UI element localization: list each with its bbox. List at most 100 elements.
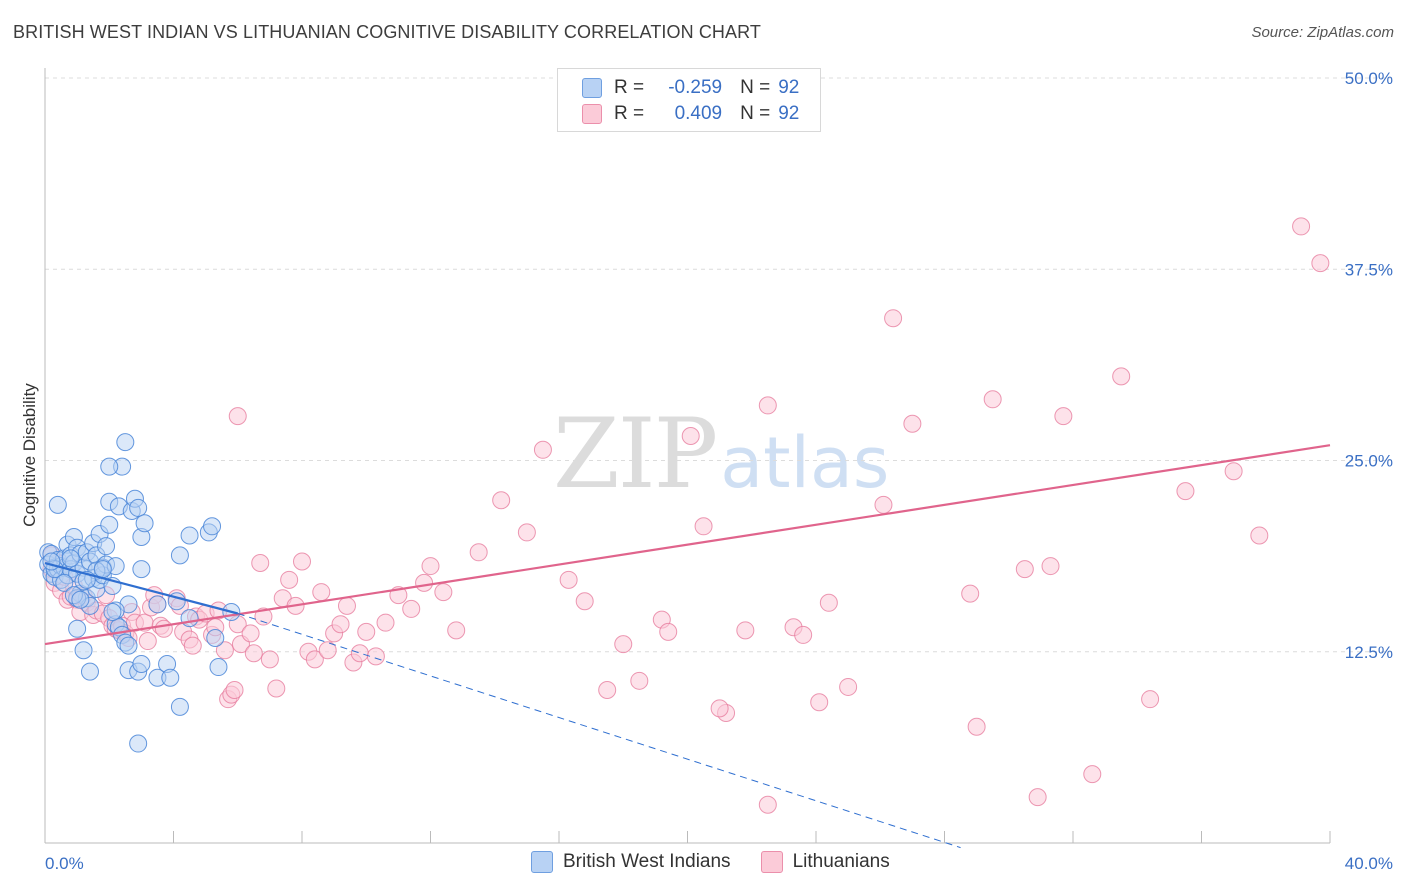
lithuanians-point: [415, 573, 434, 592]
y-axis-title: Cognitive Disability: [20, 383, 39, 527]
lithuanians-point: [154, 619, 173, 638]
lithuanians-point: [1054, 407, 1073, 426]
lithuanians-point: [794, 625, 813, 644]
y-tick-label: 12.5%: [1345, 643, 1393, 662]
lithuanians-point: [241, 624, 260, 643]
british-west-indians-point: [68, 619, 87, 638]
british-west-indians-point: [129, 498, 148, 517]
lithuanians-point: [331, 615, 350, 634]
lithuanians-trend-line: [44, 444, 1331, 646]
lithuanians-point: [402, 599, 421, 618]
y-tick-label: 37.5%: [1345, 260, 1393, 279]
y-tick-labels: 12.5% 25.0% 37.5% 50.0%: [1345, 69, 1393, 662]
lithuanians-point: [839, 677, 858, 696]
series-legend: British West Indians Lithuanians: [531, 851, 920, 873]
lithuanians-point: [614, 635, 633, 654]
lithuanians-point: [244, 644, 263, 663]
x-ticks: 0.0% 40.0%: [45, 831, 1393, 873]
british-west-indians-point: [97, 537, 116, 556]
british-west-indians-point: [180, 526, 199, 545]
watermark-atlas: atlas: [720, 422, 890, 504]
lithuanians-point: [357, 622, 376, 641]
lithuanians-point: [469, 543, 488, 562]
british-west-indians-point: [74, 641, 93, 660]
legend-row-lithuanians: R = 0.409 N = 92: [582, 101, 799, 127]
british-west-indians-point: [132, 654, 151, 673]
legend-row-british-west-indians: R = -0.259 N = 92: [582, 75, 799, 101]
lithuanians-point: [337, 596, 356, 615]
lithuanians-point: [421, 557, 440, 576]
british-west-indians-points: [39, 433, 241, 753]
lithuanians-point: [874, 495, 893, 514]
british-west-indians-point: [100, 515, 119, 534]
lithuanians-point: [1292, 217, 1311, 236]
british-west-indians-point: [55, 573, 74, 592]
lithuanians-point: [1028, 788, 1047, 807]
british-west-indians-point: [148, 595, 167, 614]
blue-swatch: [531, 851, 553, 873]
n-value: 92: [778, 103, 800, 124]
lithuanians-point: [1112, 367, 1131, 386]
gridlines: [45, 77, 1392, 653]
lithuanians-point: [810, 693, 829, 712]
lithuanians-point: [492, 491, 511, 510]
watermark-zip: ZIP: [553, 398, 718, 510]
lithuanians-point: [1083, 765, 1102, 784]
lithuanians-point: [1041, 557, 1060, 576]
axes: [44, 68, 1330, 844]
british-west-indians-point: [129, 734, 148, 753]
lithuanians-point: [884, 309, 903, 328]
lithuanians-point: [659, 622, 678, 641]
lithuanians-point: [293, 552, 311, 571]
r-label: R =: [614, 103, 645, 124]
british-west-indians-point: [132, 560, 151, 579]
lithuanians-point: [967, 717, 986, 736]
r-label: R =: [614, 77, 645, 98]
lithuanians-point: [517, 523, 536, 542]
legend-item-british-west-indians[interactable]: British West Indians: [531, 851, 731, 873]
blue-swatch: [582, 78, 602, 98]
lithuanians-point: [559, 570, 578, 589]
british-west-indians-point: [116, 433, 135, 452]
lithuanians-point: [376, 613, 395, 632]
legend-label: British West Indians: [563, 851, 731, 872]
lithuanians-point: [1224, 462, 1243, 481]
lithuanians-point: [318, 641, 337, 660]
legend-label: Lithuanians: [792, 851, 890, 872]
n-value: 92: [778, 77, 800, 98]
british-west-indians-point: [80, 662, 99, 681]
british-west-indians-point: [93, 560, 112, 579]
lithuanians-point: [1176, 482, 1195, 501]
lithuanians-point: [1311, 254, 1330, 273]
lithuanians-point: [710, 699, 729, 718]
lithuanians-point: [350, 644, 369, 663]
legend-item-lithuanians[interactable]: Lithuanians: [760, 851, 890, 873]
chart-title: BRITISH WEST INDIAN VS LITHUANIAN COGNIT…: [13, 22, 761, 42]
british-west-indians-point: [48, 495, 67, 514]
lithuanians-point: [183, 636, 202, 655]
lithuanians-point: [575, 592, 594, 611]
british-west-indians-point: [103, 602, 122, 621]
lithuanians-point: [903, 414, 922, 433]
lithuanians-point: [598, 681, 617, 699]
lithuanians-point: [228, 407, 247, 426]
lithuanians-point: [267, 679, 286, 698]
british-west-indians-point: [209, 658, 228, 677]
british-west-indians-point: [203, 517, 222, 536]
british-west-indians-point: [119, 636, 138, 655]
british-west-indians-point: [161, 668, 180, 687]
y-tick-label: 50.0%: [1345, 69, 1393, 88]
british-west-indians-point: [206, 628, 225, 647]
lithuanians-point: [1015, 560, 1034, 579]
lithuanians-point: [434, 583, 453, 602]
n-label: N =: [740, 77, 771, 98]
pink-swatch: [582, 104, 602, 124]
lithuanians-point: [215, 641, 234, 660]
lithuanians-point: [1250, 526, 1269, 545]
lithuanians-point: [630, 671, 649, 690]
british-west-indians-point: [170, 697, 189, 716]
lithuanians-point: [447, 621, 466, 640]
lithuanians-point: [819, 593, 838, 612]
lithuanians-point: [312, 583, 331, 602]
